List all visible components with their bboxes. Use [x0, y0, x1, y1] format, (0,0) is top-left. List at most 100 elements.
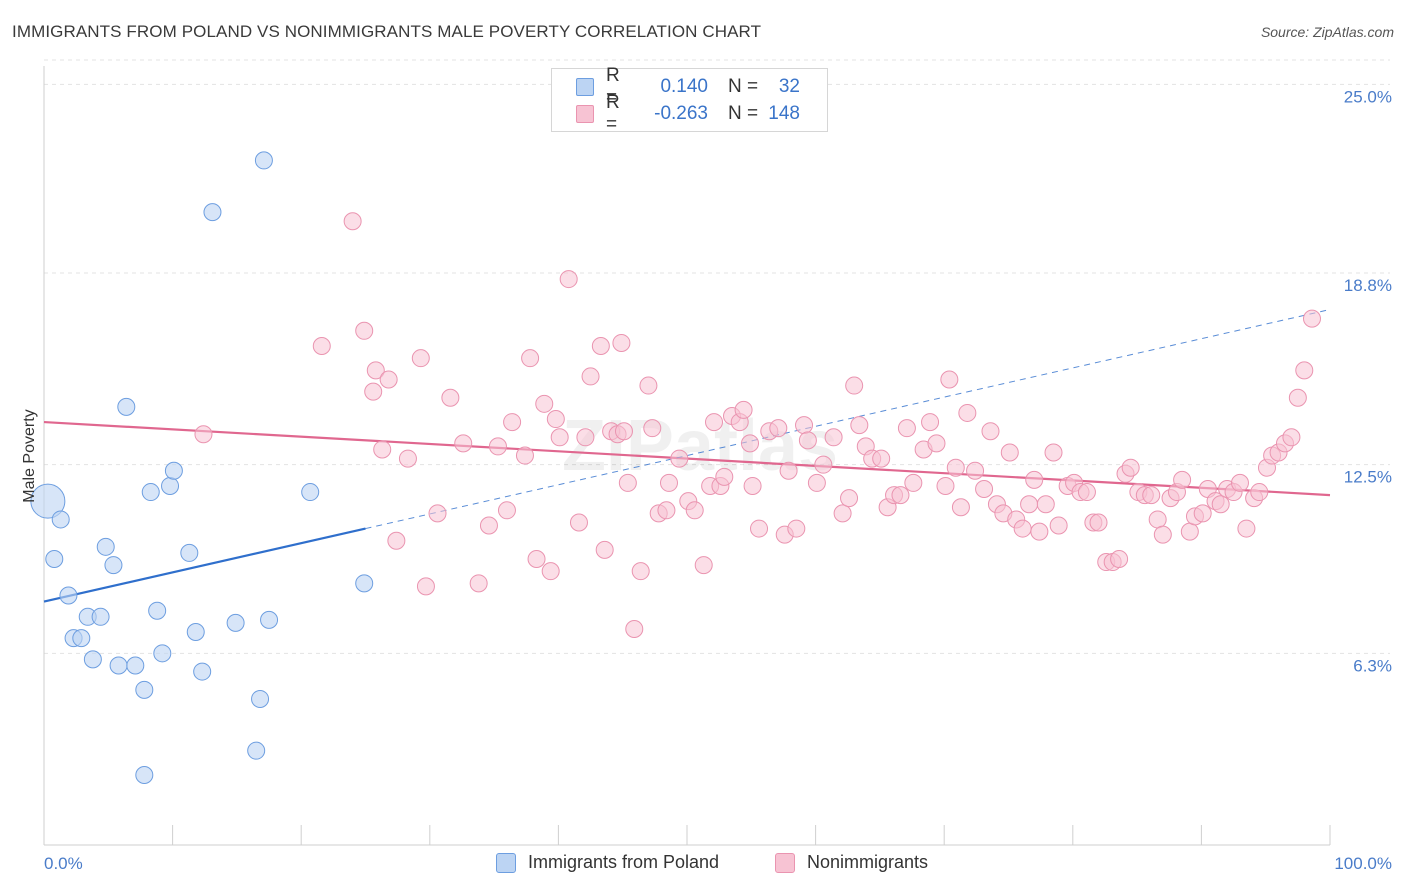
nonimmigrants-point: [769, 419, 788, 438]
poland-swatch: [496, 852, 516, 873]
nonimmigrants-point: [1230, 473, 1249, 492]
nonimmigrants-point: [527, 549, 546, 568]
nonimmigrants-point: [951, 498, 970, 517]
nonimmigrants-point: [694, 556, 713, 575]
nonimmigrants-point: [488, 437, 507, 456]
poland-trend-line: [43, 527, 366, 603]
n-value: 148: [768, 103, 800, 124]
poland-point: [126, 656, 145, 675]
poland-point: [109, 656, 128, 675]
nonimmigrants-point: [515, 446, 534, 465]
nonimmigrants-point: [1020, 495, 1039, 514]
nonimmigrants-point: [741, 434, 760, 453]
poland-point: [203, 203, 222, 222]
nonimmigrants-point: [966, 461, 985, 480]
poland-point: [260, 610, 279, 629]
poland-point: [186, 623, 205, 642]
correlation-legend: R = 0.140 N = 32 R = -0.263 N = 148: [551, 65, 828, 135]
legend-label: Nonimmigrants: [807, 852, 929, 872]
nonimmigrants-point: [1036, 495, 1055, 514]
nonimmigrants-point: [366, 361, 385, 380]
nonimmigrants-point: [428, 504, 447, 523]
r-label: R =: [606, 65, 620, 108]
nonimmigrants-point: [541, 562, 560, 581]
nonimmigrants-point: [479, 516, 498, 535]
nonimmigrants-point: [1110, 549, 1129, 568]
chart-title: IMMIGRANTS FROM POLAND VS NONIMMIGRANTS …: [12, 22, 762, 41]
poland-point: [135, 680, 154, 699]
nonimmigrants-point: [1250, 483, 1269, 502]
poland-point: [117, 397, 136, 416]
poland-point: [45, 549, 64, 568]
nonimmigrants-point: [705, 413, 724, 432]
nonimmigrants-point: [411, 349, 430, 368]
nonimmigrants-point: [891, 486, 910, 505]
nonimmigrants-point: [897, 419, 916, 438]
nonimmigrants-point: [814, 455, 833, 474]
poland-point: [148, 601, 167, 620]
nonimmigrants-point: [387, 531, 406, 550]
axes: [43, 66, 1331, 846]
x-tick-label: 0.0%: [44, 854, 83, 873]
poland-point: [51, 510, 70, 529]
nonimmigrants-point: [398, 449, 417, 468]
poland-point: [193, 662, 212, 681]
nonimmigrants-point: [1142, 486, 1161, 505]
nonimmigrants-point: [824, 428, 843, 447]
nonimmigrants-point: [670, 449, 689, 468]
poland-point: [135, 766, 154, 785]
poland-point: [83, 650, 102, 669]
nonimmigrants-point: [576, 428, 595, 447]
y-tick-label: 25.0%: [1344, 87, 1392, 106]
poland-points: [30, 151, 374, 785]
nonimmigrants-point: [639, 376, 658, 395]
nonimmigrants-point: [559, 270, 578, 289]
nonimmigrants-point: [497, 501, 516, 520]
poland-point: [161, 476, 180, 495]
n-label: N =: [728, 76, 759, 97]
nonimmigrants-point: [469, 574, 488, 593]
nonimmigrants-point: [454, 434, 473, 453]
nonimmigrants-point: [535, 394, 554, 413]
nonimmigrants-point: [1180, 522, 1199, 541]
legend-row-nonimmigrants: R = -0.263 N = 148: [576, 92, 800, 135]
poland-point: [301, 483, 320, 502]
nonimmigrants-point: [569, 513, 588, 532]
nonimmigrants-point: [940, 370, 959, 389]
nonimmigrants-point: [550, 428, 569, 447]
poland-point: [180, 543, 199, 562]
poland-point: [254, 151, 273, 170]
nonimmigrants-point: [1089, 513, 1108, 532]
nonimmigrants-point: [591, 337, 610, 356]
nonimmigrants-point: [364, 382, 383, 401]
nonimmigrants-point: [833, 504, 852, 523]
nonimmigrants-point: [840, 489, 859, 508]
nonimmigrants-point: [685, 501, 704, 520]
nonimmigrants-point: [618, 473, 637, 492]
nonimmigrants-point: [798, 431, 817, 450]
nonimmigrants-point: [946, 458, 965, 477]
nonimmigrants-point: [1237, 519, 1256, 538]
nonimmigrants-point: [379, 370, 398, 389]
nonimmigrants-point: [194, 425, 213, 444]
nonimmigrants-point: [958, 403, 977, 422]
legend-item-nonimmigrants: Nonimmigrants: [775, 852, 928, 873]
y-tick-label: 18.8%: [1344, 276, 1392, 295]
nonimmigrants-points: [194, 212, 1321, 638]
nonimmigrants-point: [779, 461, 798, 480]
nonimmigrants-point: [503, 413, 522, 432]
poland-point: [251, 689, 270, 708]
nonimmigrants-point: [787, 519, 806, 538]
nonimmigrants-point: [643, 419, 662, 438]
x-tick-label: 100.0%: [1334, 854, 1392, 873]
nonimmigrants-point: [373, 440, 392, 459]
poland-swatch: [576, 78, 594, 96]
poland-point: [164, 461, 183, 480]
poland-point: [91, 607, 110, 626]
nonimmigrants-point: [1173, 470, 1192, 489]
r-value: 0.140: [660, 76, 708, 97]
poland-point: [226, 613, 245, 632]
nonimmigrants-point: [715, 467, 734, 486]
n-label: N =: [728, 103, 759, 124]
